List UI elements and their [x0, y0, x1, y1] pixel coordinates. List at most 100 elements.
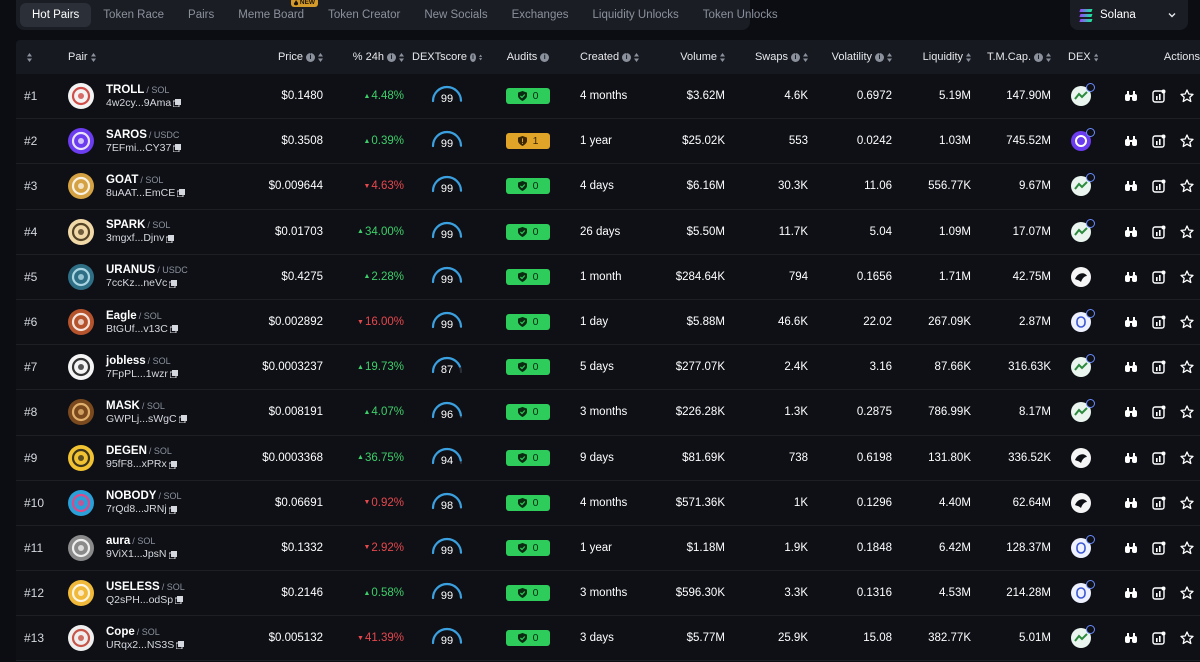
copy-icon[interactable] — [173, 99, 182, 108]
header-price[interactable]: Price i — [216, 40, 323, 74]
chart-icon[interactable] — [1152, 405, 1166, 420]
binoculars-icon[interactable] — [1124, 586, 1138, 600]
pair-cell[interactable]: GOAT / SOL 8uAAT...EmCE — [68, 164, 258, 208]
header-mcap[interactable]: T.M.Cap. i — [976, 40, 1051, 74]
chart-icon[interactable] — [1152, 134, 1166, 148]
chart-icon[interactable] — [1152, 586, 1166, 600]
audit-cell[interactable]: 0 — [498, 526, 558, 570]
dextscore-gauge[interactable]: 99 — [412, 571, 482, 615]
audit-cell[interactable]: 0 — [498, 616, 558, 660]
audit-cell[interactable]: 0 — [498, 481, 558, 525]
audit-badge[interactable]: 0 — [506, 88, 550, 105]
rank-sort-button[interactable] — [24, 40, 38, 74]
chart-icon[interactable] — [1152, 541, 1166, 555]
audit-badge[interactable]: 0 — [506, 404, 550, 421]
audit-cell[interactable]: 0 — [498, 436, 558, 480]
copy-icon[interactable] — [177, 189, 186, 198]
audit-badge[interactable]: 0 — [506, 585, 550, 602]
audit-cell[interactable]: 0 — [498, 210, 558, 254]
audit-badge[interactable]: 0 — [506, 359, 550, 376]
binoculars-icon[interactable] — [1124, 541, 1138, 555]
copy-icon[interactable] — [169, 325, 178, 334]
audit-cell[interactable]: 1 — [498, 119, 558, 163]
star-icon[interactable] — [1180, 89, 1194, 103]
audit-badge[interactable]: 0 — [506, 449, 550, 466]
header-swaps[interactable]: Swaps i — [734, 40, 808, 74]
star-icon[interactable] — [1180, 225, 1194, 239]
dex-cell[interactable] — [1066, 436, 1096, 480]
copy-icon[interactable] — [176, 641, 185, 650]
chart-icon[interactable] — [1152, 496, 1166, 510]
dextscore-gauge[interactable]: 99 — [412, 616, 482, 660]
chart-icon[interactable] — [1152, 225, 1166, 239]
dextscore-gauge[interactable]: 99 — [412, 300, 482, 344]
dex-cell[interactable] — [1066, 210, 1096, 254]
dex-cell[interactable] — [1066, 255, 1096, 299]
chain-selector[interactable]: Solana — [1070, 0, 1188, 30]
dextscore-gauge[interactable]: 87 — [412, 345, 482, 389]
dextscore-gauge[interactable]: 99 — [412, 74, 482, 118]
audit-badge[interactable]: 0 — [506, 178, 550, 195]
pair-cell[interactable]: aura / SOL 9ViX1...JpsN — [68, 526, 258, 570]
chart-icon[interactable] — [1152, 179, 1166, 194]
star-icon[interactable] — [1180, 631, 1194, 645]
copy-icon[interactable] — [178, 415, 187, 424]
audit-badge[interactable]: 1 — [506, 133, 550, 150]
copy-icon[interactable] — [169, 279, 178, 288]
dex-cell[interactable] — [1066, 164, 1096, 208]
tab-liquidity-unlocks[interactable]: Liquidity Unlocks — [581, 3, 691, 27]
binoculars-icon[interactable] — [1124, 451, 1138, 465]
pair-cell[interactable]: TROLL / SOL 4w2cy...9Ama — [68, 74, 258, 118]
header-liquidity[interactable]: Liquidity — [896, 40, 971, 74]
dex-cell[interactable] — [1066, 390, 1096, 434]
table-row[interactable]: #9 DEGEN / SOL 95fF8...xPRx $0.0003368 ▲ 36.75… — [16, 435, 1200, 481]
tab-pairs[interactable]: Pairs — [176, 3, 226, 27]
header-change-24h[interactable]: % 24h i — [334, 40, 404, 74]
tab-meme-board[interactable]: Meme Board NEW — [226, 0, 319, 27]
chart-icon[interactable] — [1152, 451, 1166, 465]
copy-icon[interactable] — [173, 144, 182, 153]
table-row[interactable]: #10 NOBODY / SOL 7rQd8...JRNj $0.06691 ▼ 0.92%… — [16, 480, 1200, 526]
dex-cell[interactable] — [1066, 571, 1096, 615]
pair-cell[interactable]: MASK / SOL GWPLj...sWgC — [68, 390, 258, 434]
table-row[interactable]: #6 Eagle / SOL BtGUf...v13C $0.002892 ▼ 16.00%… — [16, 299, 1200, 346]
audit-badge[interactable]: 0 — [506, 630, 550, 647]
chart-icon[interactable] — [1152, 270, 1166, 284]
dex-cell[interactable] — [1066, 119, 1096, 163]
table-row[interactable]: #7 jobless / SOL 7FpPL...1wzr $0.0003237 ▲ 19.… — [16, 345, 1200, 391]
header-created[interactable]: Created i — [580, 40, 660, 74]
binoculars-icon[interactable] — [1124, 134, 1138, 148]
copy-icon[interactable] — [166, 234, 175, 243]
pair-cell[interactable]: SAROS / USDC 7EFmi...CY37 — [68, 119, 258, 163]
table-row[interactable]: #13 Cope / SOL URqx2...NS3S $0.005132 ▼ 41.39%… — [16, 616, 1200, 662]
audit-cell[interactable]: 0 — [498, 255, 558, 299]
audit-cell[interactable]: 0 — [498, 390, 558, 434]
table-row[interactable]: #12 USELESS / SOL Q2sPH...odSp $0.2146 ▲ 0.58%… — [16, 571, 1200, 617]
chart-icon[interactable] — [1152, 631, 1166, 646]
dextscore-gauge[interactable]: 99 — [412, 255, 482, 299]
header-volume[interactable]: Volume — [636, 40, 725, 74]
binoculars-icon[interactable] — [1124, 405, 1138, 419]
audit-cell[interactable]: 0 — [498, 164, 558, 208]
chart-icon[interactable] — [1152, 315, 1166, 329]
dex-cell[interactable] — [1066, 74, 1096, 118]
star-icon[interactable] — [1180, 360, 1194, 374]
star-icon[interactable] — [1180, 270, 1194, 284]
dextscore-gauge[interactable]: 99 — [412, 119, 482, 163]
pair-cell[interactable]: SPARK / SOL 3mgxf...Djnv — [68, 210, 258, 254]
dex-cell[interactable] — [1066, 345, 1096, 389]
star-icon[interactable] — [1180, 586, 1194, 600]
pair-cell[interactable]: Cope / SOL URqx2...NS3S — [68, 616, 258, 660]
audit-cell[interactable]: 0 — [498, 345, 558, 389]
binoculars-icon[interactable] — [1124, 225, 1138, 239]
binoculars-icon[interactable] — [1124, 270, 1138, 284]
pair-cell[interactable]: USELESS / SOL Q2sPH...odSp — [68, 571, 258, 615]
star-icon[interactable] — [1180, 179, 1194, 193]
audit-badge[interactable]: 0 — [506, 539, 550, 556]
tab-exchanges[interactable]: Exchanges — [500, 3, 581, 27]
star-icon[interactable] — [1180, 134, 1194, 148]
dex-cell[interactable] — [1066, 526, 1096, 570]
dex-cell[interactable] — [1066, 300, 1096, 344]
header-audits[interactable]: Audits i — [498, 40, 558, 74]
binoculars-icon[interactable] — [1124, 496, 1138, 510]
